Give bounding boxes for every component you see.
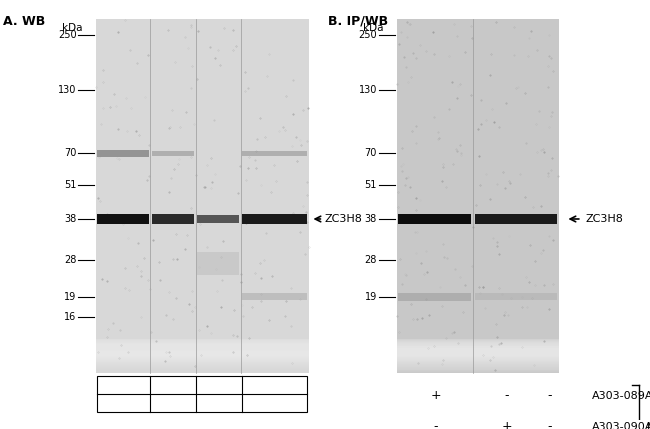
Bar	[97, 214, 149, 224]
Bar	[396, 348, 559, 366]
Text: +: +	[430, 389, 441, 402]
Text: -: -	[547, 420, 551, 429]
Bar	[396, 354, 559, 372]
Bar	[396, 340, 559, 358]
Bar	[151, 151, 194, 156]
Text: A303-089A: A303-089A	[592, 391, 650, 401]
Text: ZC3H8: ZC3H8	[585, 214, 623, 224]
Bar	[396, 353, 559, 371]
Text: 51: 51	[64, 180, 77, 190]
Bar	[396, 344, 559, 362]
Bar	[197, 252, 239, 275]
Text: 38: 38	[365, 214, 377, 224]
Bar	[96, 351, 309, 369]
Bar	[398, 293, 471, 301]
Bar	[396, 352, 559, 369]
Text: 15: 15	[166, 378, 181, 392]
Text: +: +	[502, 420, 512, 429]
Text: B. IP/WB: B. IP/WB	[328, 15, 389, 28]
Bar	[396, 353, 559, 370]
Bar	[396, 341, 559, 359]
Bar	[96, 346, 309, 363]
Bar	[96, 341, 309, 359]
Bar	[96, 19, 309, 373]
Text: A303-090A: A303-090A	[592, 422, 650, 429]
Text: ZC3H8: ZC3H8	[325, 214, 363, 224]
Bar	[96, 342, 309, 360]
Bar	[151, 214, 194, 224]
Bar	[96, 338, 309, 356]
Bar	[96, 352, 309, 369]
Text: IP: IP	[647, 422, 650, 429]
Text: 16: 16	[64, 312, 77, 322]
Text: 38: 38	[64, 214, 77, 224]
Bar	[96, 347, 309, 364]
Bar	[396, 349, 559, 367]
Bar	[197, 215, 239, 223]
Bar	[396, 338, 559, 356]
Bar	[96, 345, 309, 363]
Text: 50: 50	[267, 378, 282, 392]
Bar	[97, 376, 307, 412]
Bar	[96, 343, 309, 361]
Bar	[474, 214, 558, 224]
Text: -: -	[505, 389, 509, 402]
Bar	[96, 347, 309, 365]
Bar	[396, 347, 559, 365]
Text: -: -	[547, 389, 551, 402]
Text: T: T	[271, 400, 278, 413]
Text: 28: 28	[365, 255, 377, 265]
Text: kDa: kDa	[62, 23, 83, 33]
Text: HeLa: HeLa	[154, 400, 184, 413]
Text: 51: 51	[365, 180, 377, 190]
Bar	[242, 151, 307, 156]
Bar	[396, 346, 559, 363]
Bar	[242, 293, 307, 300]
Bar	[396, 339, 559, 357]
Bar	[96, 353, 309, 371]
Bar	[97, 150, 149, 157]
Text: 250: 250	[358, 30, 377, 40]
Text: 50: 50	[116, 378, 131, 392]
Bar	[474, 293, 558, 300]
Bar	[396, 351, 559, 369]
Text: 19: 19	[365, 292, 377, 302]
Bar	[396, 19, 559, 373]
Text: 5: 5	[214, 378, 222, 392]
Bar	[242, 214, 307, 224]
Bar	[96, 349, 309, 367]
Text: 19: 19	[64, 292, 77, 302]
Text: 70: 70	[64, 148, 77, 158]
Bar	[96, 353, 309, 370]
Bar	[96, 354, 309, 372]
Text: -: -	[434, 420, 437, 429]
Bar	[96, 339, 309, 357]
Bar	[398, 214, 471, 224]
Bar	[96, 355, 309, 373]
Bar	[96, 348, 309, 366]
Text: 250: 250	[58, 30, 77, 40]
Bar	[396, 345, 559, 363]
Bar	[396, 343, 559, 361]
Text: 28: 28	[64, 255, 77, 265]
Text: 130: 130	[58, 85, 77, 95]
Bar	[96, 340, 309, 358]
Bar	[396, 347, 559, 364]
Bar	[96, 350, 309, 368]
Bar	[396, 350, 559, 368]
Bar	[396, 342, 559, 360]
Text: 70: 70	[365, 148, 377, 158]
Bar	[396, 355, 559, 373]
Text: A. WB: A. WB	[3, 15, 46, 28]
Text: kDa: kDa	[363, 23, 384, 33]
Text: 130: 130	[359, 85, 377, 95]
Bar	[96, 344, 309, 362]
